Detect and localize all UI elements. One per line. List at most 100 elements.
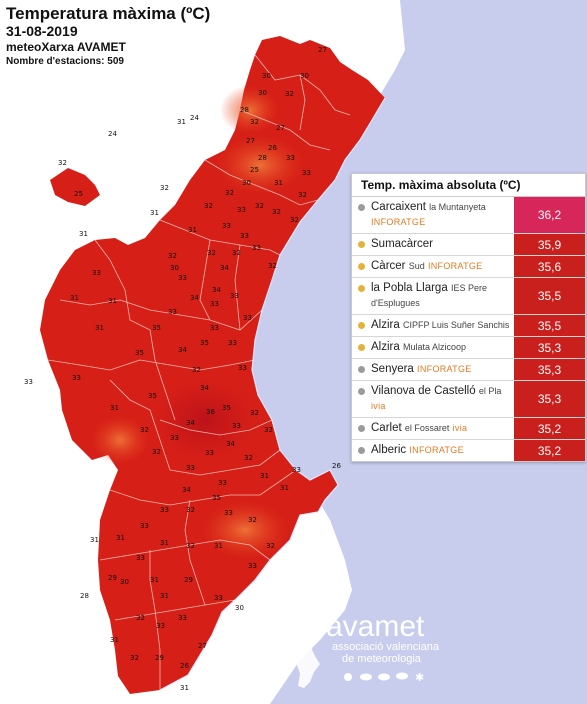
station-dot-icon bbox=[358, 285, 365, 292]
station-temperature-label: 27 bbox=[276, 124, 285, 132]
station-temperature-label: 32 bbox=[225, 189, 234, 197]
station-temperature-label: 33 bbox=[205, 449, 214, 457]
station-temperature-label: 27 bbox=[198, 642, 207, 650]
station-temperature-label: 33 bbox=[72, 374, 81, 382]
map-title: Temperatura màxima (ºC) bbox=[6, 4, 211, 23]
region-silhouette-icon bbox=[292, 602, 328, 688]
table-row: Alzira Mulata Alzicoop 35,3 bbox=[352, 337, 585, 359]
max-temperature-value: 35,9 bbox=[514, 234, 585, 255]
logo-brand: avamet bbox=[326, 610, 425, 643]
station-temperature-label: 32 bbox=[266, 542, 275, 550]
station-temperature-label: 30 bbox=[235, 604, 244, 612]
data-source: meteoXarxa AVAMET bbox=[6, 40, 126, 54]
station-label: Carcaixent la Muntanyeta INFORATGE bbox=[371, 200, 510, 230]
station-temperature-label: 31 bbox=[214, 542, 223, 550]
station-detail: Sud bbox=[408, 261, 425, 271]
station-label: Càrcer Sud INFORATGE bbox=[371, 259, 482, 274]
station-town: Alberic bbox=[371, 444, 407, 456]
station-dot-icon bbox=[358, 425, 365, 432]
station-temperature-label: 31 bbox=[79, 230, 88, 238]
station-network: INFORATGE bbox=[427, 261, 483, 271]
station-temperature-label: 32 bbox=[285, 90, 294, 98]
station-temperature-label: 33 bbox=[140, 522, 149, 530]
max-temperature-value: 35,3 bbox=[514, 359, 585, 380]
station-temperature-label: 26 bbox=[180, 662, 189, 670]
station-temperature-label: 32 bbox=[192, 366, 201, 374]
station-temperature-label: 33 bbox=[178, 274, 187, 282]
station-temperature-label: 35 bbox=[148, 392, 157, 400]
station-temperature-label: 33 bbox=[24, 378, 33, 386]
station-temperature-label: 32 bbox=[232, 249, 241, 257]
station-label: Senyera INFORATGE bbox=[371, 362, 472, 377]
cloud-icon bbox=[360, 673, 372, 681]
station-dot-icon bbox=[358, 263, 365, 270]
station-temperature-label: 32 bbox=[244, 454, 253, 462]
station-temperature-label: 32 bbox=[248, 516, 257, 524]
station-name-cell: Carlet el Fossaret ivia bbox=[352, 418, 514, 439]
station-name-cell: Carcaixent la Muntanyeta INFORATGE bbox=[352, 197, 514, 233]
station-name-cell: Alberic INFORATGE bbox=[352, 440, 514, 461]
station-temperature-label: 30 bbox=[120, 578, 129, 586]
station-town: Senyera bbox=[371, 363, 414, 375]
station-temperature-label: 31 bbox=[274, 179, 283, 187]
max-temperature-value: 35,3 bbox=[514, 337, 585, 358]
station-temperature-label: 26 bbox=[332, 462, 341, 470]
station-temperature-label: 33 bbox=[248, 562, 257, 570]
station-temperature-label: 29 bbox=[184, 576, 193, 584]
max-temperature-value: 35,5 bbox=[514, 278, 585, 314]
station-town: Càrcer bbox=[371, 260, 406, 272]
station-detail: IES Pere d'Esplugues bbox=[371, 283, 487, 308]
station-temperature-label: 33 bbox=[214, 594, 223, 602]
station-temperature-label: 33 bbox=[136, 554, 145, 562]
station-temperature-label: 33 bbox=[224, 509, 233, 517]
max-temperature-value: 35,5 bbox=[514, 315, 585, 336]
table-row: Càrcer Sud INFORATGE 35,6 bbox=[352, 256, 585, 278]
station-temperature-label: 30 bbox=[242, 179, 251, 187]
station-temperature-label: 35 bbox=[152, 324, 161, 332]
max-temperature-value: 35,2 bbox=[514, 418, 585, 439]
station-temperature-label: 32 bbox=[250, 409, 259, 417]
station-temperature-label: 32 bbox=[168, 252, 177, 260]
station-temperature-label: 35 bbox=[222, 404, 231, 412]
station-label: Alzira Mulata Alzicoop bbox=[371, 340, 466, 355]
station-dot-icon bbox=[358, 241, 365, 248]
max-temperature-value: 36,2 bbox=[514, 197, 585, 233]
map-header: Temperatura màxima (ºC) 31-08-2019 meteo… bbox=[6, 4, 210, 68]
station-town: Carlet bbox=[371, 422, 402, 434]
table-row: Carlet el Fossaret ivia 35,2 bbox=[352, 418, 585, 440]
station-label: Alzira CIPFP Luis Suñer Sanchis bbox=[371, 318, 509, 333]
station-temperature-label: 34 bbox=[212, 286, 221, 294]
station-network: ivia bbox=[452, 423, 468, 433]
table-row: Sumacàrcer 35,9 bbox=[352, 234, 585, 256]
station-temperature-label: 31 bbox=[260, 472, 269, 480]
station-temperature-label: 24 bbox=[190, 114, 199, 122]
station-temperature-label: 34 bbox=[178, 346, 187, 354]
station-temperature-label: 29 bbox=[155, 654, 164, 662]
station-temperature-label: 31 bbox=[110, 404, 119, 412]
station-temperature-label: 34 bbox=[186, 419, 195, 427]
station-temperature-label: 31 bbox=[150, 576, 159, 584]
station-temperature-label: 33 bbox=[302, 169, 311, 177]
station-name-cell: Vilanova de Castelló el Pla ivia bbox=[352, 381, 514, 417]
station-temperature-label: 33 bbox=[170, 434, 179, 442]
station-temperature-label: 33 bbox=[286, 154, 295, 162]
coastline bbox=[159, 97, 386, 691]
station-temperature-label: 35 bbox=[135, 349, 144, 357]
station-temperature-label: 33 bbox=[252, 244, 261, 252]
station-temperature-label: 31 bbox=[150, 209, 159, 217]
station-network: INFORATGE bbox=[417, 364, 472, 374]
station-temperature-label: 32 bbox=[136, 614, 145, 622]
station-temperature-label: 32 bbox=[255, 202, 264, 210]
station-temperature-label: 24 bbox=[108, 130, 117, 138]
station-name-cell: Alzira Mulata Alzicoop bbox=[352, 337, 514, 358]
station-name-cell: Càrcer Sud INFORATGE bbox=[352, 256, 514, 277]
station-name-cell: la Pobla Llarga IES Pere d'Esplugues bbox=[352, 278, 514, 314]
station-temperature-label: 33 bbox=[292, 466, 301, 474]
weather-icons: ✱ bbox=[344, 671, 424, 684]
station-network: INFORATGE bbox=[371, 217, 426, 227]
station-detail: la Muntanyeta bbox=[429, 202, 486, 212]
station-temperature-label: 30 bbox=[170, 264, 179, 272]
station-temperature-label: 32 bbox=[152, 448, 161, 456]
station-label: Alberic INFORATGE bbox=[371, 443, 464, 458]
station-town: Alzira bbox=[371, 341, 400, 353]
